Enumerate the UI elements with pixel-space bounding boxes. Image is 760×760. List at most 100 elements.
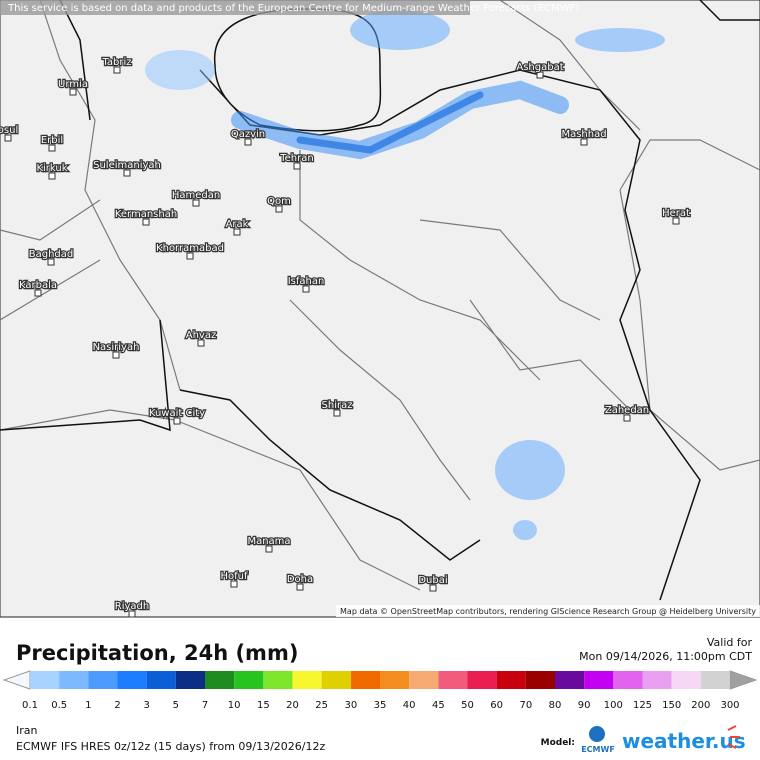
city-label: Hofuf <box>220 571 247 582</box>
scale-label: 10 <box>228 700 241 711</box>
precip-area <box>145 50 215 90</box>
city-marker <box>623 414 631 422</box>
scale-box <box>350 671 380 689</box>
city-marker <box>192 199 200 207</box>
model-label: Model: <box>541 738 575 748</box>
scale-label: 70 <box>519 700 532 711</box>
scale-box <box>613 671 643 689</box>
scale-label: 200 <box>691 700 710 711</box>
scale-box <box>584 671 614 689</box>
map: This service is based on data and produc… <box>0 0 760 618</box>
city-marker <box>293 162 301 170</box>
model: ECMWF <box>581 745 615 754</box>
city-label: Shiraz <box>322 400 353 411</box>
scale-label: 40 <box>403 700 416 711</box>
city-marker <box>536 71 544 79</box>
city-label: Hamedan <box>172 190 220 201</box>
city-label: Zahedan <box>605 405 649 416</box>
scale-label: 0.5 <box>51 700 67 711</box>
city-label: Kuwait City <box>149 408 205 419</box>
scale-label: 150 <box>662 700 681 711</box>
scale-box <box>700 671 730 689</box>
scale-box <box>467 671 497 689</box>
scale-label: 25 <box>315 700 328 711</box>
city-marker <box>47 258 55 266</box>
scale-box <box>380 671 410 689</box>
valid-label: Valid for <box>707 636 753 649</box>
run-info: ECMWF IFS HRES 0z/12z (15 days) from 09/… <box>16 740 326 753</box>
scale-label: 60 <box>490 700 503 711</box>
scale-label: 1 <box>85 700 91 711</box>
city-marker <box>34 289 42 297</box>
city-marker <box>48 144 56 152</box>
valid-time: Mon 09/14/2026, 11:00pm CDT <box>579 650 752 663</box>
city-marker <box>233 228 241 236</box>
scale-label: 15 <box>257 700 270 711</box>
footer: Iran ECMWF IFS HRES 0z/12z (15 days) fro… <box>16 724 746 754</box>
city-label: Doha <box>287 574 313 585</box>
city-marker <box>113 66 121 74</box>
city-marker <box>128 610 136 618</box>
city-marker <box>48 172 56 180</box>
legend-title: Precipitation, 24h (mm) <box>16 641 298 665</box>
precip-area <box>513 520 537 540</box>
scale-box <box>234 671 264 689</box>
precip-area <box>350 10 450 50</box>
city-marker <box>112 351 120 359</box>
city-marker <box>580 138 588 146</box>
city-label: Arak <box>226 219 249 230</box>
credits-bg <box>336 605 760 617</box>
precip-area <box>575 28 665 52</box>
city-marker <box>123 169 131 177</box>
city-label: Dubai <box>418 575 447 586</box>
city-labels: Tabriz Urmia osul Erbil Kirkuk Suleimaniyah Qa… <box>0 56 691 618</box>
precip-area <box>495 440 565 500</box>
attribution: This service is based on data and produc… <box>7 3 579 14</box>
scale-box <box>555 671 585 689</box>
city-label: Tabriz <box>101 57 131 68</box>
city-label: Herat <box>662 208 690 219</box>
city-marker <box>230 580 238 588</box>
scale-label: 0.1 <box>22 700 38 711</box>
city-label: Erbil <box>41 135 63 146</box>
city-label: Qazvin <box>231 129 265 140</box>
scale-box <box>642 671 672 689</box>
scale-box <box>438 671 468 689</box>
country-borders <box>0 0 760 601</box>
color-scale: 0.1 0.5 1 2 3 5 7 10 15 20 25 30 35 40 45 50 60 70 80 90 100… <box>22 671 740 711</box>
scale-label: 50 <box>461 700 474 711</box>
city-marker <box>173 417 181 425</box>
city-label: Manama <box>247 536 290 547</box>
city-marker <box>186 252 194 260</box>
city-label: Mashhad <box>561 129 606 140</box>
scale-label: 125 <box>633 700 652 711</box>
city-label: Ashgabat <box>516 62 563 73</box>
city-marker <box>296 583 304 591</box>
scale-box <box>409 671 439 689</box>
city-marker <box>4 134 12 142</box>
city-marker <box>429 584 437 592</box>
scale-high-end <box>729 670 758 690</box>
brand-rays <box>727 725 740 749</box>
city-label: Tehran <box>279 153 313 164</box>
credits: Map data © OpenStreetMap contributors, r… <box>340 607 756 616</box>
scale-label: 2 <box>114 700 120 711</box>
city-label: Baghdad <box>29 249 74 260</box>
scale-label: 90 <box>578 700 591 711</box>
scale-box <box>263 671 293 689</box>
attribution-bg <box>0 0 470 15</box>
scale-low-end <box>2 670 31 690</box>
city-marker <box>672 217 680 225</box>
city-label: Ahvaz <box>186 330 216 341</box>
scale-label: 35 <box>374 700 387 711</box>
city-marker <box>244 138 252 146</box>
scale-box <box>205 671 235 689</box>
scale-label: 30 <box>344 700 357 711</box>
scale-box <box>117 671 147 689</box>
precip-core <box>296 91 484 154</box>
city-label: Suleimaniyah <box>93 160 161 171</box>
scale-label: 20 <box>286 700 299 711</box>
scale-box <box>321 671 351 689</box>
scale-label: 5 <box>173 700 179 711</box>
